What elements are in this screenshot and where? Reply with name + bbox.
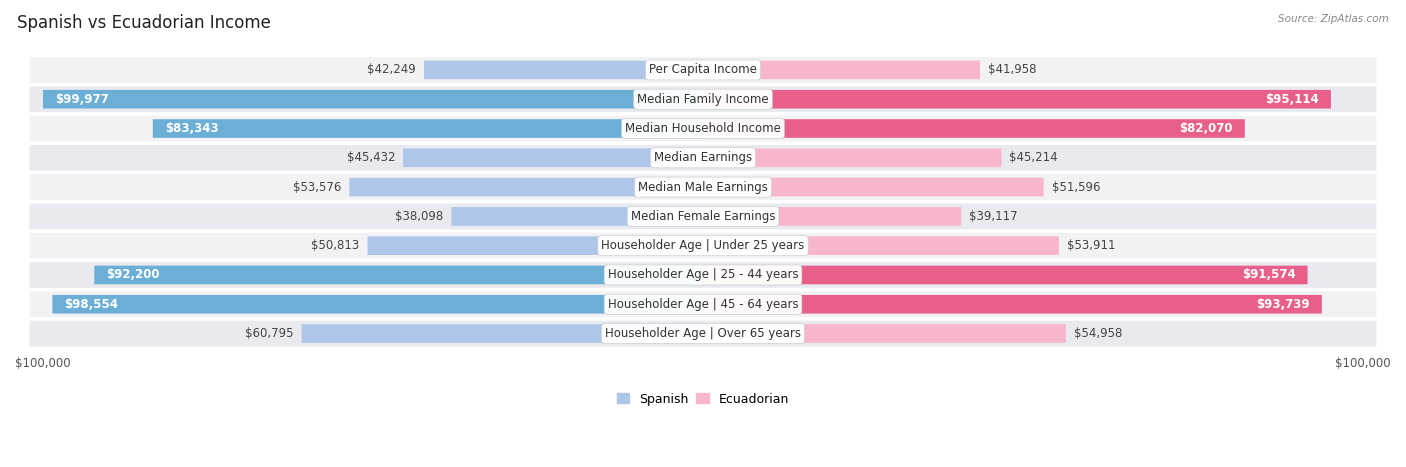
FancyBboxPatch shape	[30, 321, 1376, 347]
FancyBboxPatch shape	[30, 86, 1376, 112]
Text: $51,596: $51,596	[1052, 181, 1099, 194]
FancyBboxPatch shape	[30, 57, 1376, 83]
FancyBboxPatch shape	[451, 207, 703, 226]
Text: $82,070: $82,070	[1180, 122, 1233, 135]
Text: Median Male Earnings: Median Male Earnings	[638, 181, 768, 194]
Text: $45,214: $45,214	[1010, 151, 1059, 164]
FancyBboxPatch shape	[94, 266, 703, 284]
FancyBboxPatch shape	[703, 90, 1331, 108]
FancyBboxPatch shape	[30, 145, 1376, 171]
Text: Householder Age | 25 - 44 years: Householder Age | 25 - 44 years	[607, 269, 799, 282]
Text: Source: ZipAtlas.com: Source: ZipAtlas.com	[1278, 14, 1389, 24]
FancyBboxPatch shape	[349, 178, 703, 197]
Text: $91,574: $91,574	[1241, 269, 1296, 282]
Text: $38,098: $38,098	[395, 210, 443, 223]
FancyBboxPatch shape	[52, 295, 703, 313]
Text: $39,117: $39,117	[969, 210, 1018, 223]
Text: $93,739: $93,739	[1257, 298, 1310, 311]
Text: $98,554: $98,554	[65, 298, 118, 311]
FancyBboxPatch shape	[30, 204, 1376, 229]
Text: Per Capita Income: Per Capita Income	[650, 64, 756, 77]
Text: $99,977: $99,977	[55, 93, 108, 106]
Text: $92,200: $92,200	[107, 269, 160, 282]
FancyBboxPatch shape	[30, 116, 1376, 142]
FancyBboxPatch shape	[703, 324, 1066, 343]
Text: Median Earnings: Median Earnings	[654, 151, 752, 164]
FancyBboxPatch shape	[153, 119, 703, 138]
FancyBboxPatch shape	[30, 291, 1376, 317]
Text: Median Household Income: Median Household Income	[626, 122, 780, 135]
Text: Householder Age | Over 65 years: Householder Age | Over 65 years	[605, 327, 801, 340]
FancyBboxPatch shape	[367, 236, 703, 255]
Text: Median Female Earnings: Median Female Earnings	[631, 210, 775, 223]
FancyBboxPatch shape	[44, 90, 703, 108]
Text: $83,343: $83,343	[165, 122, 218, 135]
FancyBboxPatch shape	[703, 119, 1244, 138]
FancyBboxPatch shape	[30, 174, 1376, 200]
FancyBboxPatch shape	[404, 149, 703, 167]
FancyBboxPatch shape	[703, 236, 1059, 255]
FancyBboxPatch shape	[703, 61, 980, 79]
FancyBboxPatch shape	[703, 207, 962, 226]
Text: $50,813: $50,813	[311, 239, 360, 252]
FancyBboxPatch shape	[302, 324, 703, 343]
Text: $54,958: $54,958	[1074, 327, 1122, 340]
Text: $45,432: $45,432	[347, 151, 395, 164]
FancyBboxPatch shape	[703, 178, 1043, 197]
FancyBboxPatch shape	[703, 295, 1322, 313]
Text: Householder Age | Under 25 years: Householder Age | Under 25 years	[602, 239, 804, 252]
Text: $42,249: $42,249	[367, 64, 416, 77]
Text: Householder Age | 45 - 64 years: Householder Age | 45 - 64 years	[607, 298, 799, 311]
Legend: Spanish, Ecuadorian: Spanish, Ecuadorian	[612, 388, 794, 410]
Text: $41,958: $41,958	[988, 64, 1036, 77]
Text: $95,114: $95,114	[1265, 93, 1319, 106]
FancyBboxPatch shape	[703, 266, 1308, 284]
Text: Spanish vs Ecuadorian Income: Spanish vs Ecuadorian Income	[17, 14, 271, 32]
Text: $53,911: $53,911	[1067, 239, 1115, 252]
Text: $53,576: $53,576	[292, 181, 342, 194]
FancyBboxPatch shape	[425, 61, 703, 79]
Text: $60,795: $60,795	[245, 327, 294, 340]
FancyBboxPatch shape	[30, 262, 1376, 288]
FancyBboxPatch shape	[703, 149, 1001, 167]
FancyBboxPatch shape	[30, 233, 1376, 259]
Text: Median Family Income: Median Family Income	[637, 93, 769, 106]
